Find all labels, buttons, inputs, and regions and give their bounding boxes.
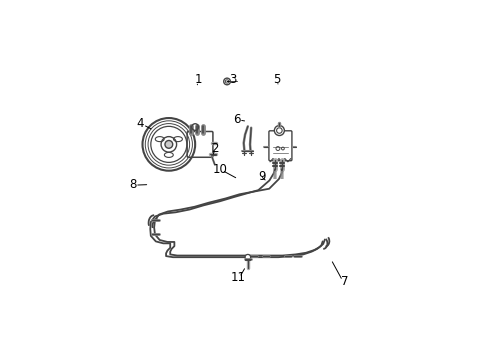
Text: 9: 9 [258, 170, 265, 183]
Circle shape [164, 140, 172, 148]
Text: 11: 11 [230, 271, 245, 284]
Text: 5: 5 [273, 73, 280, 86]
Text: 3: 3 [228, 73, 236, 86]
Text: 7: 7 [341, 275, 348, 288]
Text: 8: 8 [129, 178, 136, 191]
Text: 6: 6 [232, 113, 240, 126]
Text: 1: 1 [194, 73, 201, 86]
FancyBboxPatch shape [268, 131, 291, 161]
Circle shape [274, 126, 284, 135]
FancyBboxPatch shape [187, 131, 212, 157]
Circle shape [244, 255, 250, 260]
Text: 2: 2 [210, 142, 218, 155]
Text: 4: 4 [136, 117, 143, 130]
Text: 10: 10 [212, 163, 227, 176]
